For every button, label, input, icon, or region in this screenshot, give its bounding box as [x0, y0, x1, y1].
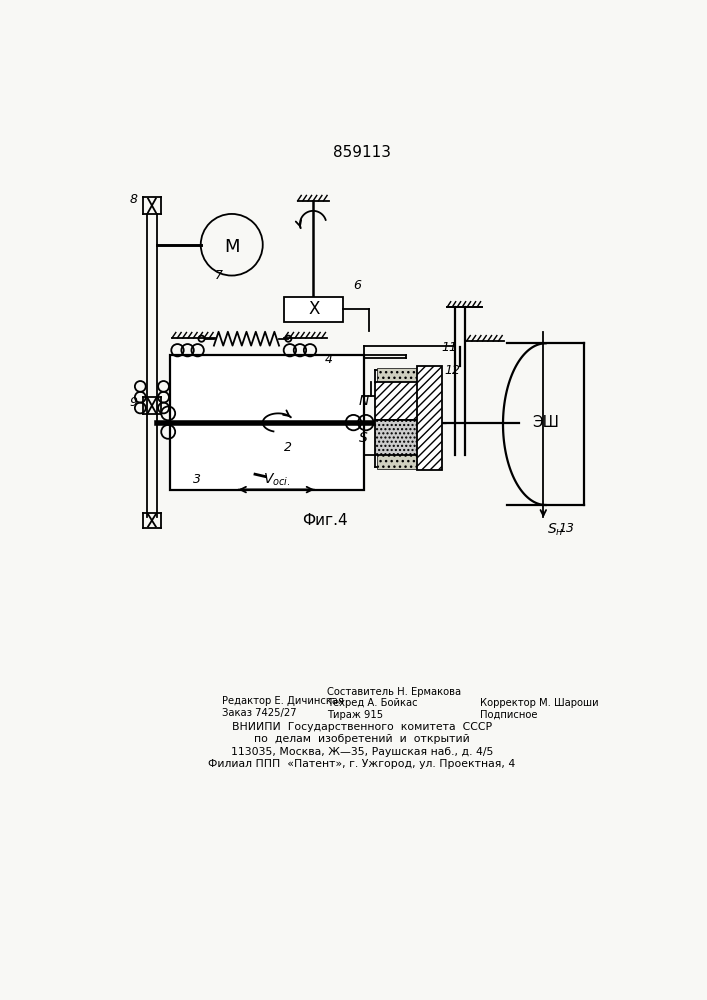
Text: X: X: [308, 300, 320, 318]
Text: 859113: 859113: [333, 145, 391, 160]
Text: N: N: [358, 394, 368, 408]
Text: S: S: [359, 431, 368, 445]
Text: Филиал ППП  «Патент», г. Ужгород, ул. Проектная, 4: Филиал ППП «Патент», г. Ужгород, ул. Про…: [209, 759, 515, 769]
Text: 1: 1: [389, 456, 397, 470]
Text: 2: 2: [284, 441, 292, 454]
Text: 12: 12: [445, 364, 461, 377]
Text: 10: 10: [409, 454, 424, 467]
Text: Заказ 7425/27: Заказ 7425/27: [222, 708, 296, 718]
Text: 9: 9: [129, 396, 137, 409]
Text: 3: 3: [193, 473, 201, 486]
Text: Составитель Н. Ермакова: Составитель Н. Ермакова: [327, 687, 461, 697]
Text: 113035, Москва, Ж—35, Раушская наб., д. 4/5: 113035, Москва, Ж—35, Раушская наб., д. …: [230, 747, 493, 757]
Text: 4: 4: [325, 353, 333, 366]
Text: 11: 11: [441, 341, 457, 354]
Text: ВНИИПИ  Государственного  комитета  СССР: ВНИИПИ Государственного комитета СССР: [232, 722, 492, 732]
Text: Техред А. Бойкас: Техред А. Бойкас: [327, 698, 418, 708]
Bar: [417, 366, 442, 470]
Bar: [170, 355, 363, 490]
Text: Корректор М. Шароши: Корректор М. Шароши: [480, 698, 598, 708]
Text: М: М: [224, 238, 240, 256]
Bar: [284, 297, 344, 322]
Text: Тираж 915: Тираж 915: [327, 710, 383, 720]
Text: ЭШ: ЭШ: [532, 415, 559, 430]
Text: 13: 13: [559, 522, 575, 535]
Text: Фиг.4: Фиг.4: [302, 513, 348, 528]
Text: 6: 6: [354, 279, 361, 292]
Text: 8: 8: [129, 193, 137, 206]
Text: Редактор Е. Дичинская: Редактор Е. Дичинская: [222, 696, 344, 706]
Text: $S_н$: $S_н$: [547, 522, 564, 538]
Text: Подписное: Подписное: [480, 710, 537, 720]
Bar: [375, 382, 419, 420]
Text: $V_{oci.}$: $V_{oci.}$: [262, 471, 290, 488]
Text: по  делам  изобретений  и  открытий: по делам изобретений и открытий: [254, 734, 470, 744]
Bar: [375, 420, 419, 455]
Text: 7: 7: [215, 269, 223, 282]
Bar: [377, 368, 417, 469]
